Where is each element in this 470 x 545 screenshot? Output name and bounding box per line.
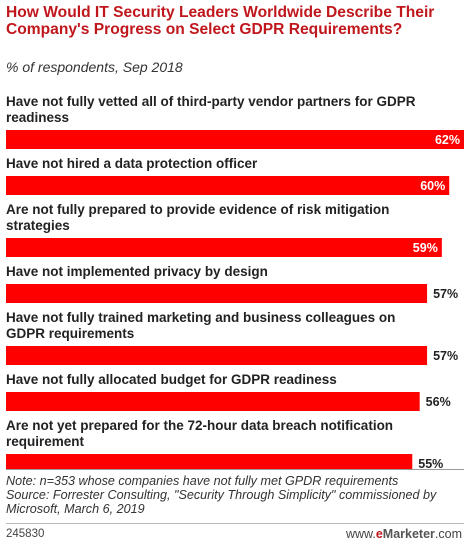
chart-note: Note: n=353 whose companies have not ful…: [6, 474, 399, 488]
bar: [6, 454, 413, 470]
bar-chart: Have not fully vetted all of third-party…: [6, 94, 464, 470]
bar: [6, 284, 428, 303]
chart-id: 245830: [6, 528, 45, 540]
bar: [6, 346, 428, 365]
category-label: Have not hired a data protection officer: [6, 156, 258, 171]
bar: [6, 176, 450, 195]
brand-name: Marketer: [382, 527, 435, 541]
chart-source: Source: Forrester Consulting, "Security …: [6, 488, 437, 516]
chart-subtitle: % of respondents, Sep 2018: [6, 59, 183, 75]
brand-suffix: .com: [434, 527, 462, 541]
brand-prefix: www.: [345, 527, 376, 541]
footer-divider: [6, 523, 464, 524]
chart-title: How Would IT Security Leaders Worldwide …: [6, 4, 435, 38]
bar: [6, 238, 442, 257]
category-label: Have not fully trained marketing and bus…: [6, 310, 395, 325]
value-label: 62%: [435, 133, 460, 147]
category-label: Are not yet prepared for the 72-hour dat…: [6, 418, 393, 433]
value-label: 55%: [418, 457, 443, 470]
category-label: Have not implemented privacy by design: [6, 264, 268, 279]
bar: [6, 130, 464, 149]
brand-e: e: [375, 527, 383, 541]
brand-logo: www.eMarketer.com: [346, 527, 462, 541]
value-label: 60%: [420, 179, 445, 193]
category-label: Have not fully vetted all of third-party…: [6, 94, 416, 109]
category-label: GDPR requirements: [6, 326, 134, 341]
divider: [6, 469, 464, 470]
category-label: readiness: [6, 110, 69, 125]
bar: [6, 392, 420, 411]
category-label: strategies: [6, 218, 70, 233]
category-label: requirement: [6, 434, 85, 449]
category-label: Have not fully allocated budget for GDPR…: [6, 372, 337, 387]
category-label: Are not fully prepared to provide eviden…: [6, 202, 389, 217]
value-label: 57%: [433, 287, 458, 301]
value-label: 57%: [433, 349, 458, 363]
value-label: 56%: [426, 395, 451, 409]
value-label: 59%: [413, 241, 438, 255]
